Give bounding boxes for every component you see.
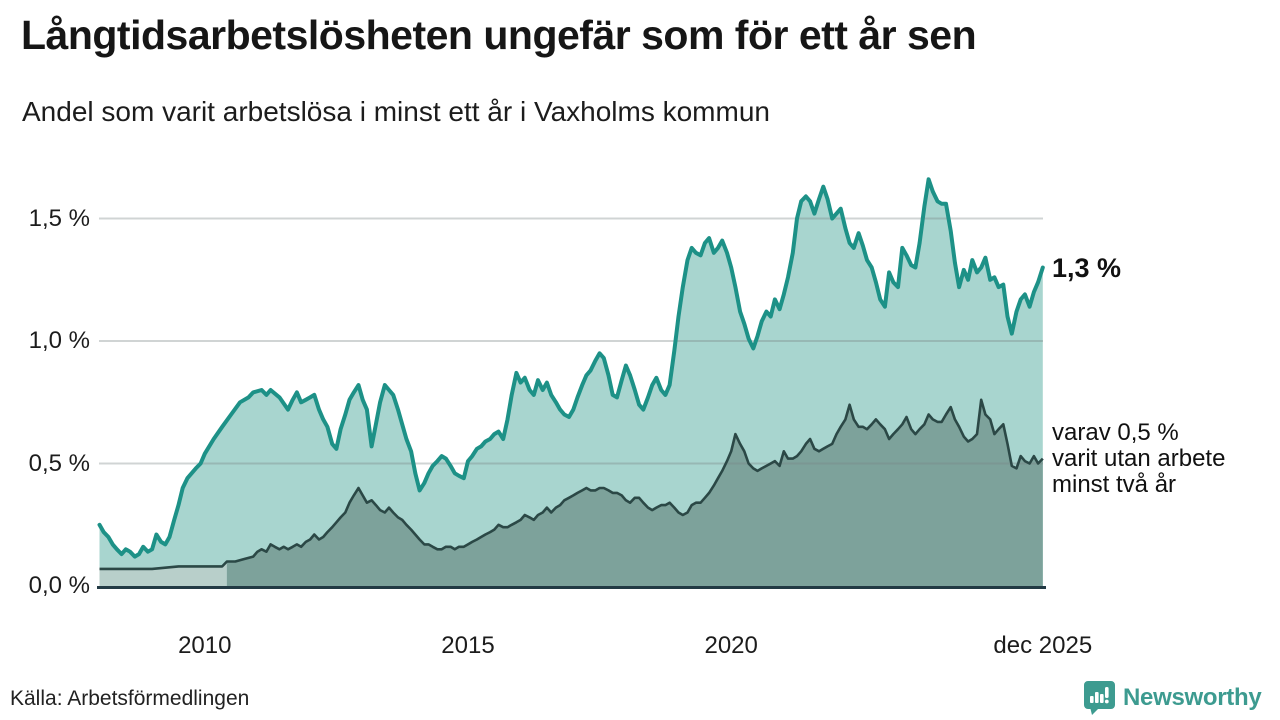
- x-tick-label: 2020: [704, 632, 758, 659]
- newsworthy-logo[interactable]: Newsworthy: [1083, 680, 1262, 716]
- series-line-min-two-years: [99, 398, 1044, 571]
- secondary-series-note: varav 0,5 % varit utan arbete minst två år: [1052, 419, 1226, 498]
- series-area-min-two-years: [226, 399, 1043, 587]
- y-tick-label: 1,0 %: [28, 327, 90, 354]
- series-line-min-one-year: [97, 177, 1045, 559]
- x-tick-label: 2015: [441, 632, 495, 659]
- chart-subtitle: Andel som varit arbetslösa i minst ett å…: [22, 96, 770, 127]
- x-tick-label: dec 2025: [993, 632, 1093, 659]
- newsworthy-chart-bubble-icon: [1084, 681, 1115, 715]
- latest-value-label: 1,3 %: [1052, 253, 1122, 283]
- brand-name: Newsworthy: [1123, 684, 1262, 711]
- series-area-min-two-years-early: [99, 561, 227, 587]
- y-tick-label: 0,5 %: [28, 449, 90, 477]
- page-title: Långtidsarbetslösheten ungefär som för e…: [21, 12, 977, 58]
- x-tick-label: 2010: [178, 632, 232, 659]
- y-tick-label: 1,5 %: [28, 204, 90, 232]
- source-attribution: Källa: Arbetsförmedlingen: [10, 687, 250, 710]
- y-tick-label: 0,0 %: [28, 572, 90, 599]
